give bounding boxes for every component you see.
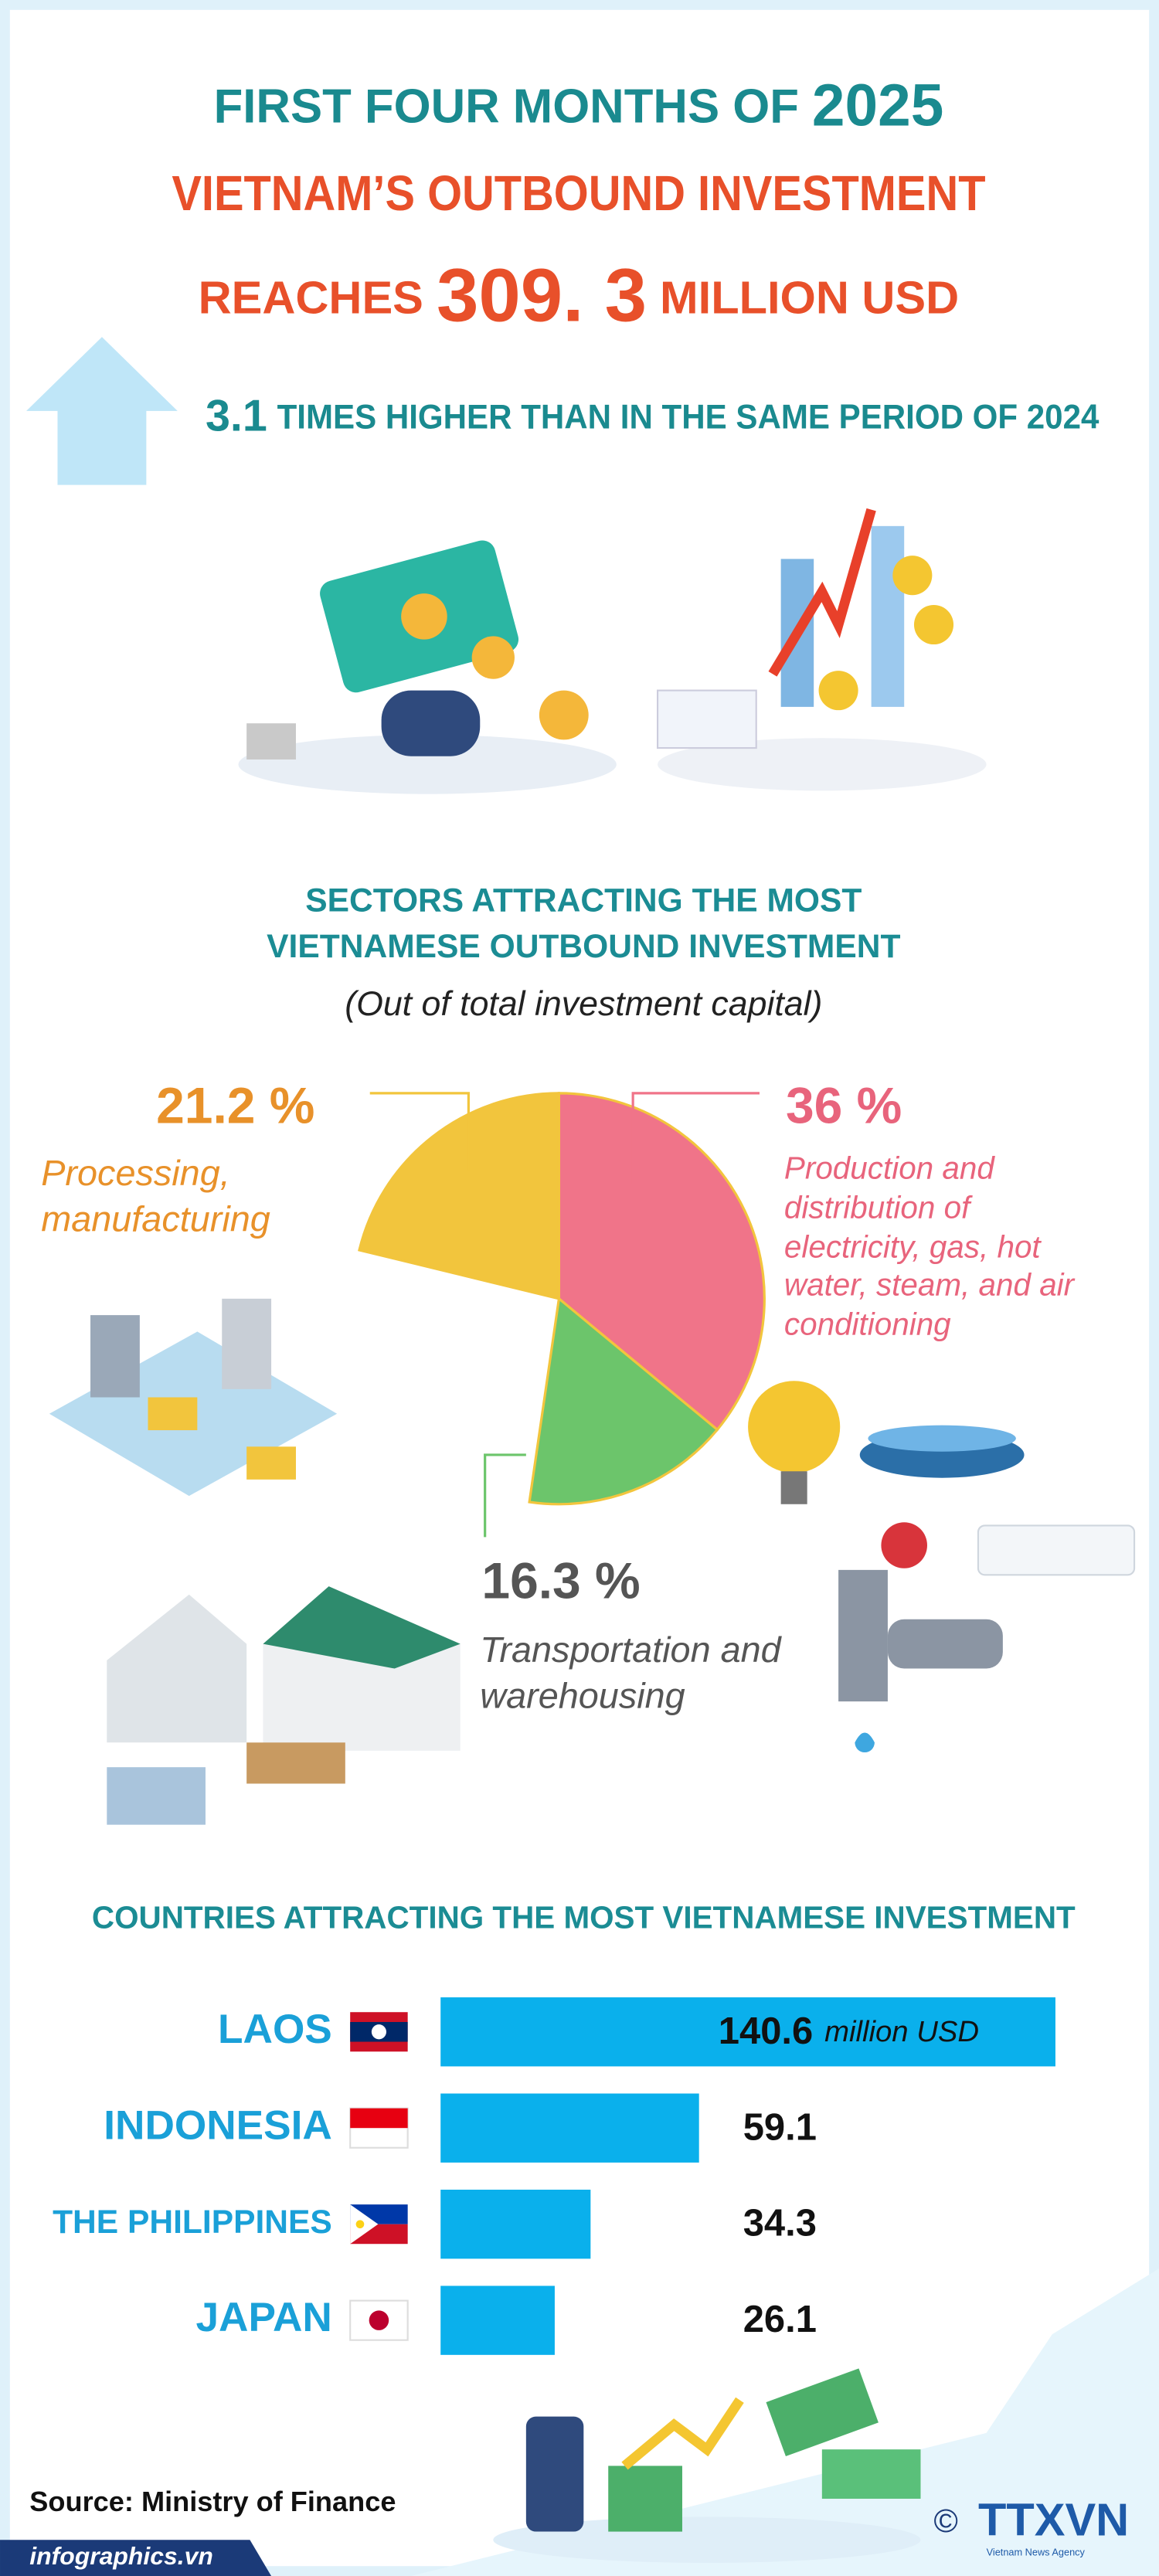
header-ratio: 3.1 — [206, 392, 267, 441]
bar — [440, 1997, 1055, 2067]
category-label: Production and distribution of electrici… — [783, 1152, 1075, 1344]
leader-line — [631, 1092, 760, 1184]
illustration-factory — [49, 1298, 338, 1497]
leader-line — [369, 1092, 470, 1171]
flag — [350, 2108, 408, 2129]
pie-slice — [528, 1296, 719, 1506]
unit-label: million USD — [824, 2015, 979, 2048]
value-label: 26.1 — [743, 2299, 817, 2340]
category-label: LAOS — [218, 2007, 332, 2052]
illustration-warehouse — [107, 1586, 461, 1825]
illustration-growth — [656, 508, 987, 791]
up-arrow — [26, 337, 178, 485]
section-title: COUNTRIES ATTRACTING THE MOST VIETNAMESE… — [92, 1900, 1076, 1935]
copyright: © — [934, 2503, 958, 2540]
section-title: VIETNAMESE OUTBOUND INVESTMENT — [267, 928, 900, 965]
pie-slice — [358, 1092, 561, 1300]
agency: TTXVN — [978, 2494, 1129, 2546]
category-label-box: Transportation and warehousing — [480, 1629, 781, 1716]
header-year: 2025 — [812, 73, 943, 139]
source: Source: Ministry of Finance — [29, 2486, 396, 2517]
value-label: 36 % — [786, 1077, 902, 1134]
bar — [440, 2190, 591, 2259]
illustration-utilities — [748, 1381, 1136, 1753]
illustration-money — [238, 540, 617, 794]
bar — [440, 2285, 555, 2355]
header-line: FIRST FOUR MONTHS OF 2025 — [214, 73, 944, 139]
site-band — [0, 2540, 272, 2576]
value-label: 140.6 — [719, 2010, 813, 2052]
bar-row: INDONESIA 59.1 — [104, 2093, 817, 2163]
leader-line — [484, 1453, 526, 1538]
bar-row: THE PHILIPPINES 34.3 — [53, 2190, 817, 2259]
category-label: JAPAN — [195, 2295, 331, 2340]
value-label: 34.3 — [743, 2203, 817, 2245]
category-label: THE PHILIPPINES — [53, 2204, 332, 2241]
flag — [355, 2220, 365, 2229]
category-label-box: Processing, manufacturing — [41, 1152, 270, 1239]
flag — [371, 2024, 387, 2040]
header-text: FIRST FOUR MONTHS OF — [214, 80, 799, 134]
bar — [440, 2093, 699, 2163]
site: infographics.vn — [29, 2542, 213, 2570]
category-label: INDONESIA — [104, 2102, 332, 2148]
agency-sub: Vietnam News Agency — [987, 2547, 1086, 2558]
header-line: VIETNAM’S OUTBOUND INVESTMENT — [172, 165, 985, 221]
flag — [349, 2299, 409, 2341]
header-text: TIMES HIGHER THAN IN THE SAME PERIOD OF … — [277, 398, 1100, 436]
value-label: 21.2 % — [156, 1077, 314, 1134]
header-text: REACHES — [199, 271, 423, 323]
flag — [369, 2310, 389, 2330]
section-subtitle: (Out of total investment capital) — [345, 985, 822, 1023]
header-text: MILLION USD — [660, 271, 959, 323]
value-label: 16.3 % — [481, 1551, 640, 1609]
header-amount: 309. 3 — [437, 252, 647, 337]
category-label: Processing, manufacturing — [41, 1152, 270, 1239]
category-label-box: Production and distribution of electrici… — [783, 1152, 1075, 1344]
header-line: 3.1 TIMES HIGHER THAN IN THE SAME PERIOD … — [206, 392, 1100, 441]
category-label: Transportation and warehousing — [480, 1629, 781, 1716]
illustration-business — [493, 2368, 921, 2563]
pie-slice — [557, 1092, 766, 1432]
bottom-wash — [410, 2268, 1159, 2576]
bar-row: LAOS 140.6 million USD — [218, 1997, 1055, 2067]
value-label: 59.1 — [743, 2106, 817, 2148]
bar-row: JAPAN 26.1 — [195, 2285, 817, 2355]
header-line: REACHES 309. 3 MILLION USD — [199, 252, 960, 337]
section-title: SECTORS ATTRACTING THE MOST — [305, 882, 862, 919]
